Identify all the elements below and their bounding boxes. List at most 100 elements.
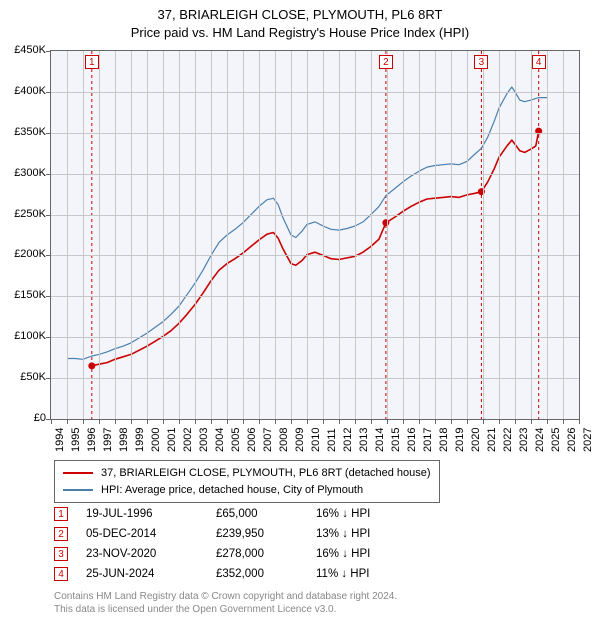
ytick — [46, 51, 51, 52]
ytick — [46, 378, 51, 379]
xtick — [195, 419, 196, 424]
legend-row-hpi: HPI: Average price, detached house, City… — [63, 482, 431, 499]
xgrid — [467, 51, 468, 419]
xgrid — [147, 51, 148, 419]
xtick — [227, 419, 228, 424]
xtick — [355, 419, 356, 424]
sales-row-price: £352,000 — [216, 568, 316, 580]
ytick — [46, 133, 51, 134]
ylabel: £250K — [0, 208, 46, 220]
legend-label-property: 37, BRIARLEIGH CLOSE, PLYMOUTH, PL6 8RT … — [101, 465, 431, 482]
xgrid — [291, 51, 292, 419]
xlabel: 2009 — [294, 428, 306, 452]
xgrid — [195, 51, 196, 419]
xgrid — [531, 51, 532, 419]
xlabel: 2007 — [262, 428, 274, 452]
xgrid — [227, 51, 228, 419]
xlabel: 2011 — [326, 428, 338, 452]
legend-swatch-hpi — [63, 489, 93, 491]
xgrid — [451, 51, 452, 419]
xtick — [531, 419, 532, 424]
xlabel: 2012 — [342, 428, 354, 452]
sales-row-date: 05-DEC-2014 — [86, 528, 216, 540]
xgrid — [387, 51, 388, 419]
xlabel: 2024 — [534, 428, 546, 452]
ylabel: £350K — [0, 126, 46, 138]
xgrid — [163, 51, 164, 419]
xtick — [99, 419, 100, 424]
xlabel: 2014 — [374, 428, 386, 452]
xlabel: 1995 — [70, 428, 82, 452]
title-address: 37, BRIARLEIGH CLOSE, PLYMOUTH, PL6 8RT — [0, 6, 600, 24]
xtick — [419, 419, 420, 424]
ytick — [46, 296, 51, 297]
xlabel: 2023 — [518, 428, 530, 452]
xlabel: 2001 — [166, 428, 178, 452]
xgrid — [323, 51, 324, 419]
xtick — [547, 419, 548, 424]
xtick — [275, 419, 276, 424]
xgrid — [515, 51, 516, 419]
sales-row-marker: 2 — [54, 527, 68, 541]
xgrid — [483, 51, 484, 419]
container: 37, BRIARLEIGH CLOSE, PLYMOUTH, PL6 8RT … — [0, 0, 600, 620]
footer-line1: Contains HM Land Registry data © Crown c… — [54, 590, 397, 603]
xtick — [499, 419, 500, 424]
ylabel: £100K — [0, 330, 46, 342]
xgrid — [419, 51, 420, 419]
sales-row-delta: 13% ↓ HPI — [316, 528, 436, 540]
sales-row-delta: 11% ↓ HPI — [316, 568, 436, 580]
xtick — [291, 419, 292, 424]
xgrid — [403, 51, 404, 419]
xlabel: 2027 — [582, 428, 594, 452]
xtick — [339, 419, 340, 424]
xtick — [115, 419, 116, 424]
xlabel: 2020 — [470, 428, 482, 452]
sales-row: 119-JUL-1996£65,00016% ↓ HPI — [54, 504, 436, 524]
xtick — [403, 419, 404, 424]
xlabel: 1999 — [134, 428, 146, 452]
ylabel: £50K — [0, 371, 46, 383]
sale-dot — [88, 362, 95, 369]
sales-row-price: £239,950 — [216, 528, 316, 540]
xlabel: 2019 — [454, 428, 466, 452]
xtick — [179, 419, 180, 424]
sales-row-delta: 16% ↓ HPI — [316, 508, 436, 520]
sales-row-price: £278,000 — [216, 548, 316, 560]
xlabel: 2004 — [214, 428, 226, 452]
xlabel: 2006 — [246, 428, 258, 452]
xtick — [563, 419, 564, 424]
xtick — [579, 419, 580, 424]
sales-row: 425-JUN-2024£352,00011% ↓ HPI — [54, 564, 436, 584]
ytick — [46, 215, 51, 216]
xlabel: 2021 — [486, 428, 498, 452]
sales-row-date: 25-JUN-2024 — [86, 568, 216, 580]
xgrid — [179, 51, 180, 419]
xgrid — [275, 51, 276, 419]
xgrid — [499, 51, 500, 419]
xgrid — [83, 51, 84, 419]
xtick — [243, 419, 244, 424]
xtick — [307, 419, 308, 424]
ylabel: £300K — [0, 167, 46, 179]
xtick — [131, 419, 132, 424]
xgrid — [371, 51, 372, 419]
legend-swatch-property — [63, 472, 93, 474]
sale-marker-top: 1 — [85, 55, 99, 69]
xlabel: 2002 — [182, 428, 194, 452]
xlabel: 1998 — [118, 428, 130, 452]
ylabel: £450K — [0, 44, 46, 56]
legend-row-property: 37, BRIARLEIGH CLOSE, PLYMOUTH, PL6 8RT … — [63, 465, 431, 482]
xgrid — [211, 51, 212, 419]
xtick — [451, 419, 452, 424]
xlabel: 1994 — [54, 428, 66, 452]
series-property — [92, 131, 539, 366]
xlabel: 2026 — [566, 428, 578, 452]
footer: Contains HM Land Registry data © Crown c… — [54, 590, 397, 616]
xgrid — [563, 51, 564, 419]
xlabel: 2003 — [198, 428, 210, 452]
ytick — [46, 174, 51, 175]
xlabel: 2008 — [278, 428, 290, 452]
ytick — [46, 337, 51, 338]
xtick — [467, 419, 468, 424]
